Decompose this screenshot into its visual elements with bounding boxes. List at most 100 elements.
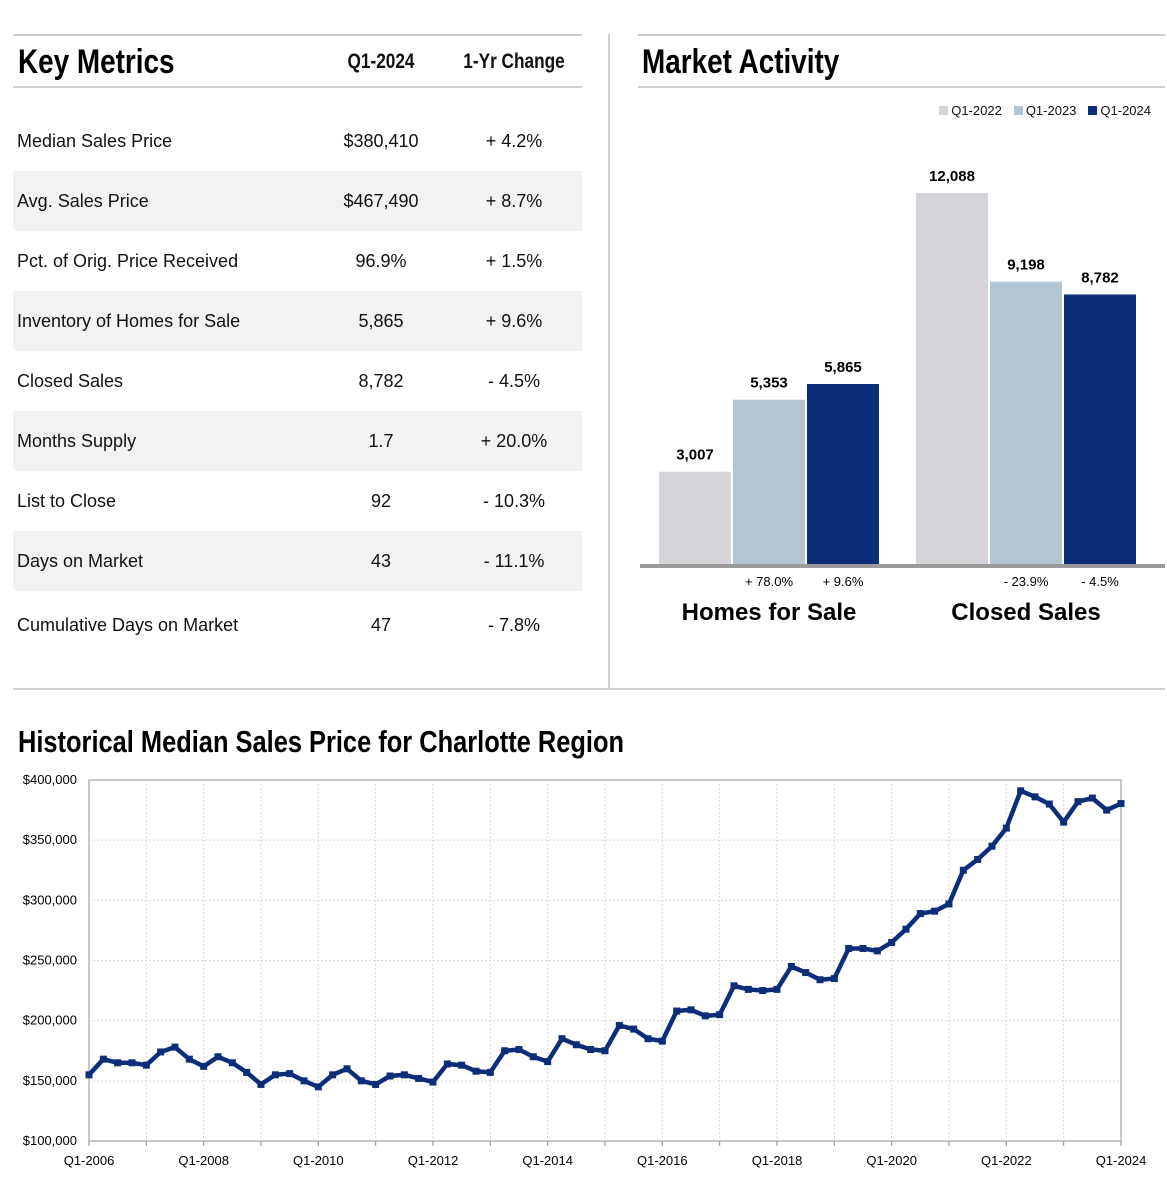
data-point (601, 1047, 609, 1055)
category-label: Homes for Sale (682, 599, 857, 626)
data-point (773, 985, 781, 993)
bar-value-label: 8,782 (1081, 269, 1119, 286)
metric-change: - 11.1% (483, 551, 545, 571)
data-point (1017, 787, 1025, 795)
y-tick-label: $350,000 (23, 832, 77, 847)
category-label: Closed Sales (951, 599, 1100, 626)
data-point (1045, 800, 1053, 808)
bar-value-label: 5,353 (750, 375, 788, 392)
data-point (529, 1053, 537, 1061)
data-point (873, 947, 881, 955)
y-tick-label: $100,000 (23, 1133, 77, 1148)
data-point (974, 855, 982, 863)
change-label: - 4.5% (1081, 574, 1119, 589)
bar-q1-2022 (659, 471, 731, 564)
x-tick-label: Q1-2024 (1096, 1153, 1147, 1168)
data-point (85, 1071, 93, 1079)
data-point (644, 1035, 652, 1043)
table-row: Median Sales Price $380,410 + 4.2% (13, 111, 582, 171)
metric-label: Pct. of Orig. Price Received (17, 251, 239, 271)
market-header-rule (638, 86, 1165, 88)
metric-label: Months Supply (17, 431, 137, 451)
data-point (99, 1055, 107, 1063)
data-point (572, 1041, 580, 1049)
data-point (630, 1025, 638, 1033)
metric-change: + 20.0% (480, 431, 548, 451)
top-rule-left (13, 34, 582, 36)
data-point (816, 976, 824, 984)
data-point (171, 1043, 179, 1051)
table-row: Days on Market 43 - 11.1% (13, 531, 582, 591)
y-tick-label: $400,000 (23, 772, 77, 787)
x-tick-label: Q1-2012 (408, 1153, 459, 1168)
data-point (902, 925, 910, 933)
top-rule-right (638, 34, 1165, 36)
data-point (845, 944, 853, 952)
data-point (1060, 818, 1068, 826)
data-point (157, 1048, 165, 1056)
metric-value: $467,490 (343, 191, 419, 211)
bar-value-label: 5,865 (824, 359, 862, 376)
data-point (859, 944, 867, 952)
metric-label: Avg. Sales Price (17, 191, 149, 211)
metric-label: Median Sales Price (17, 131, 173, 151)
data-point (472, 1067, 480, 1075)
bar-legend: Q1-2022 Q1-2023 Q1-2024 (939, 103, 1151, 118)
key-metrics-title: Key Metrics (18, 43, 175, 81)
legend-swatch (1088, 106, 1098, 115)
data-point (114, 1059, 122, 1067)
column-header-period: Q1-2024 (347, 50, 415, 73)
metric-value: 5,865 (358, 311, 404, 331)
legend-item-q1-2024: Q1-2024 (1088, 103, 1151, 118)
metric-value: 92 (370, 491, 392, 511)
data-point (214, 1053, 222, 1061)
column-header-change: 1-Yr Change (463, 50, 565, 73)
table-row: Pct. of Orig. Price Received 96.9% + 1.5… (13, 231, 582, 291)
table-row: Cumulative Days on Market 47 - 7.8% (13, 595, 582, 655)
data-point (486, 1068, 494, 1076)
metric-label: Closed Sales (17, 371, 124, 391)
table-row: Months Supply 1.7 + 20.0% (13, 411, 582, 471)
y-tick-label: $200,000 (23, 1013, 77, 1028)
metric-change: - 4.5% (487, 371, 541, 391)
data-point (329, 1071, 337, 1079)
data-point (730, 982, 738, 990)
change-label: + 9.6% (823, 574, 864, 589)
data-point (744, 985, 752, 993)
data-point (945, 900, 953, 908)
legend-item-q1-2023: Q1-2023 (1013, 103, 1076, 118)
data-point (386, 1072, 394, 1080)
data-point (415, 1074, 423, 1082)
data-point (443, 1060, 451, 1068)
data-point (959, 866, 967, 874)
historical-line-chart: $100,000 $150,000 $200,000 $250,000 $300,000… (23, 772, 1147, 1168)
x-tick-label: Q1-2010 (293, 1153, 344, 1168)
data-point (343, 1065, 351, 1073)
data-point (658, 1037, 666, 1045)
data-point (802, 969, 810, 977)
bar-q1-2023 (733, 399, 805, 564)
data-point (372, 1080, 380, 1088)
metric-change: + 4.2% (485, 131, 543, 151)
data-point (286, 1070, 294, 1078)
table-row: Avg. Sales Price $467,490 + 8.7% (13, 171, 582, 231)
x-tick-label: Q1-2014 (522, 1153, 573, 1168)
center-divider (608, 34, 610, 689)
table-header-rule (13, 86, 582, 88)
data-point (142, 1061, 150, 1069)
data-point (501, 1047, 509, 1055)
metric-value: 47 (370, 615, 392, 635)
metric-change: + 1.5% (485, 251, 543, 271)
metric-change: - 7.8% (487, 615, 541, 635)
legend-swatch (939, 106, 949, 115)
data-point (357, 1077, 365, 1085)
bar-value-label: 12,088 (929, 168, 975, 185)
bar-value-label: 3,007 (676, 447, 714, 464)
metric-value: 43 (370, 551, 392, 571)
data-point (228, 1059, 236, 1067)
data-point (1031, 793, 1039, 801)
change-label: - 23.9% (1004, 574, 1049, 589)
data-point (615, 1021, 623, 1029)
bar-q1-2024 (807, 383, 879, 564)
metric-label: Days on Market (17, 551, 144, 571)
